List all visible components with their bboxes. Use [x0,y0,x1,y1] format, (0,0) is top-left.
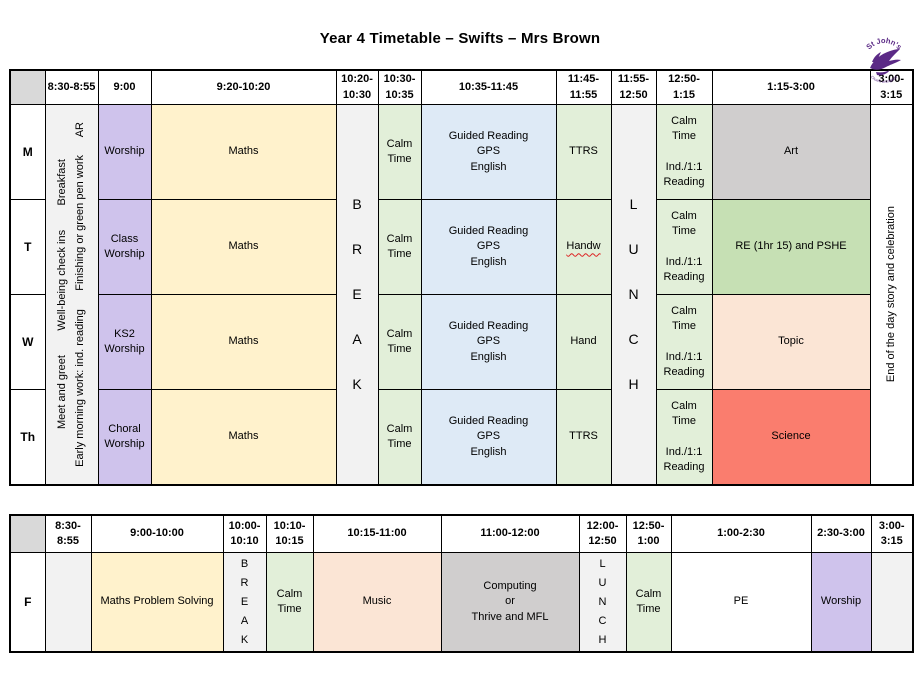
end-of-day-cell [870,552,914,653]
break-cell: B R E A K [335,104,379,486]
school-logo: St John's Church of England [864,36,903,84]
week-header-row: 8:30-8:55 9:00 9:20-10:20 10:20-10:30 10… [9,69,914,105]
morning-routine-line2: Early morning work: ind. reading Finishi… [74,122,86,467]
wednesday-row: W KS2 Worship Maths Calm Time Guided Rea… [9,294,913,390]
calm-time-cell: Calm Time [377,389,422,486]
day-cell: Th [9,389,46,486]
time-header-cell: 12:50-1:15 [655,69,713,105]
time-header-cell: 1:00-2:30 [670,514,812,553]
day-cell: M [9,104,46,200]
maths-cell: Maths [150,294,337,390]
logo-bottom-text: Church of England [870,75,898,84]
day-cell: W [9,294,46,390]
maths-cell: Maths [150,389,337,486]
corner-cell [9,514,46,553]
calm-time-cell: Calm Time [377,294,422,390]
pm-subject-cell: Art [711,104,871,200]
slot-1145-cell: TTRS [555,389,612,486]
time-header-cell: 2:30-3:00 [810,514,872,553]
time-header-cell: 9:00-10:00 [90,514,224,553]
misspelled-word: Handw [566,240,601,253]
week-timetable: 8:30-8:55 9:00 9:20-10:20 10:20-10:30 10… [9,69,914,486]
worship-cell: KS2 Worship [97,294,152,390]
time-header-cell: 1:15-3:00 [711,69,871,105]
time-header-cell: 8:30-8:55 [44,514,92,553]
time-header-cell: 3:00-3:15 [870,514,914,553]
maths-cell: Maths [150,104,337,200]
calm-time-cell: Calm Time [377,104,422,200]
time-header-cell: 3:00-3:15 [869,69,914,105]
guided-reading-cell: Guided Reading GPS English [420,389,557,486]
time-header-cell: 10:10-10:15 [265,514,314,553]
time-header-cell: 11:55-12:50 [610,69,657,105]
time-header-cell: 12:50-1:00 [625,514,672,553]
maths-cell: Maths [150,199,337,295]
pm-calm-cell: Calm Time Ind./1:1 Reading [655,104,713,200]
friday-timetable: 8:30-8:55 9:00-10:00 10:00-10:10 10:10-1… [9,514,914,653]
time-header-cell: 11:00-12:00 [440,514,580,553]
time-header-cell: 10:30-10:35 [377,69,422,105]
pm-subject-cell: Science [711,389,871,486]
time-header-cell: 10:00-10:10 [222,514,267,553]
time-header-cell: 9:00 [97,69,152,105]
calm-time-cell: Calm Time [265,552,314,653]
time-header-cell: 10:35-11:45 [420,69,557,105]
lunch-cell: L U N C H [578,552,627,653]
day-cell: F [9,552,46,653]
time-header-cell: 10:20-10:30 [335,69,379,105]
tuesday-row: T Class Worship Maths Calm Time Guided R… [9,199,913,295]
time-header-cell: 10:15-11:00 [312,514,442,553]
maths-problem-solving-cell: Maths Problem Solving [90,552,224,653]
day-cell: T [9,199,46,295]
time-header-cell: 8:30-8:55 [44,69,99,105]
morning-routine-cell: Meet and greet Well-being check ins Brea… [44,104,99,486]
time-header-cell: 12:00-12:50 [578,514,627,553]
friday-header-row: 8:30-8:55 9:00-10:00 10:00-10:10 10:10-1… [9,514,914,553]
pm-subject-cell: RE (1hr 15) and PSHE [711,199,871,295]
end-of-day-cell: End of the day story and celebration [869,104,914,486]
guided-reading-cell: Guided Reading GPS English [420,294,557,390]
time-header-cell: 11:45-11:55 [555,69,612,105]
page-title: Year 4 Timetable – Swifts – Mrs Brown [319,30,601,47]
guided-reading-cell: Guided Reading GPS English [420,104,557,200]
pe-cell: PE [670,552,812,653]
guided-reading-cell: Guided Reading GPS English [420,199,557,295]
pm-calm-cell: Calm Time Ind./1:1 Reading [655,199,713,295]
thursday-row: Th Choral Worship Maths Calm Time Guided… [9,389,913,486]
lunch-cell: L U N C H [610,104,657,486]
pm-calm-cell: Calm Time Ind./1:1 Reading [655,294,713,390]
time-header-cell: 9:20-10:20 [150,69,337,105]
logo-top-text: St John's [864,36,903,51]
worship-cell: Choral Worship [97,389,152,486]
pm-subject-cell: Topic [711,294,871,390]
music-cell: Music [312,552,442,653]
slot-1145-cell: Handw [555,199,612,295]
corner-cell [9,69,46,105]
early-morning-cell [44,552,92,653]
end-of-day-text: End of the day story and celebration [884,206,897,383]
logo-bird-icon [870,49,901,76]
computing-cell: Computing or Thrive and MFL [440,552,580,653]
friday-row: F Maths Problem Solving B R E A K Calm T… [9,552,914,653]
worship-cell: Class Worship [97,199,152,295]
slot-1145-cell: TTRS [555,104,612,200]
calm-time-cell: Calm Time [625,552,672,653]
worship-cell: Worship [810,552,872,653]
calm-time-cell: Calm Time [377,199,422,295]
monday-row: M Meet and greet Well-being check ins Br… [9,104,914,486]
slot-1145-cell: Hand [555,294,612,390]
morning-routine-line1: Meet and greet Well-being check ins Brea… [56,159,69,430]
worship-cell: Worship [97,104,152,200]
break-cell: B R E A K [222,552,267,653]
pm-calm-cell: Calm Time Ind./1:1 Reading [655,389,713,486]
